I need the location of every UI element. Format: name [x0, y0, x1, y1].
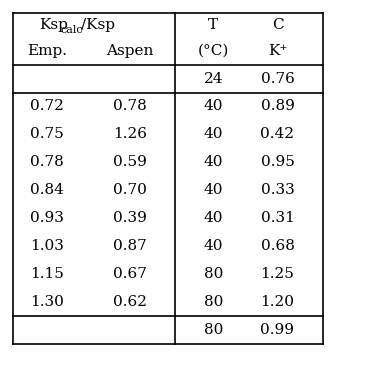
Text: 1.30: 1.30: [30, 295, 64, 309]
Text: Emp.: Emp.: [27, 43, 67, 58]
Text: 0.67: 0.67: [113, 267, 147, 282]
Text: 1.03: 1.03: [30, 239, 64, 253]
Text: 0.78: 0.78: [30, 155, 64, 170]
Text: 80: 80: [203, 295, 223, 309]
Text: 80: 80: [203, 267, 223, 282]
Text: Aspen: Aspen: [106, 43, 154, 58]
Text: 0.70: 0.70: [113, 184, 147, 197]
Text: 80: 80: [203, 323, 223, 338]
Text: 40: 40: [203, 184, 223, 197]
Text: 0.39: 0.39: [113, 211, 147, 226]
Text: 24: 24: [203, 72, 223, 85]
Text: 1.25: 1.25: [261, 267, 295, 282]
Text: 0.78: 0.78: [113, 99, 147, 114]
Text: K⁺: K⁺: [268, 43, 287, 58]
Text: 0.93: 0.93: [30, 211, 64, 226]
Text: 0.59: 0.59: [113, 155, 147, 170]
Text: 0.68: 0.68: [261, 239, 295, 253]
Text: 1.20: 1.20: [261, 295, 295, 309]
Text: 40: 40: [203, 239, 223, 253]
Text: 0.84: 0.84: [30, 184, 64, 197]
Text: /Ksp: /Ksp: [81, 18, 115, 32]
Text: 40: 40: [203, 128, 223, 141]
Text: 0.87: 0.87: [113, 239, 147, 253]
Text: 40: 40: [203, 155, 223, 170]
Text: (°C): (°C): [197, 43, 229, 58]
Text: 40: 40: [203, 99, 223, 114]
Text: T: T: [208, 18, 218, 32]
Text: 0.72: 0.72: [30, 99, 64, 114]
Text: 0.75: 0.75: [30, 128, 64, 141]
Text: 0.95: 0.95: [261, 155, 295, 170]
Text: calc: calc: [60, 25, 83, 35]
Text: 0.76: 0.76: [261, 72, 295, 85]
Text: 1.15: 1.15: [30, 267, 64, 282]
Text: Ksp: Ksp: [39, 18, 68, 32]
Text: C: C: [272, 18, 283, 32]
Text: 0.99: 0.99: [261, 323, 295, 338]
Text: 0.33: 0.33: [261, 184, 295, 197]
Text: 0.31: 0.31: [261, 211, 295, 226]
Text: 0.42: 0.42: [261, 128, 295, 141]
Text: 0.89: 0.89: [261, 99, 295, 114]
Text: 1.26: 1.26: [113, 128, 147, 141]
Text: 0.62: 0.62: [113, 295, 147, 309]
Text: 40: 40: [203, 211, 223, 226]
